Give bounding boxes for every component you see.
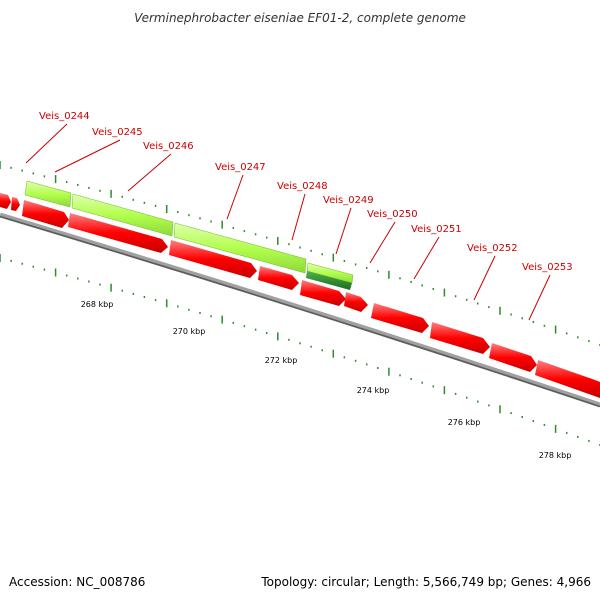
gene-label-veis-0250[interactable]: Veis_0250 [367, 209, 418, 220]
kbp-labels: 268 kbp 270 kbp 272 kbp 274 kbp 276 kbp 278 k… [81, 300, 572, 460]
cds-arrow[interactable] [0, 193, 11, 209]
highlight-gene-0245[interactable] [71, 193, 174, 237]
gene-label-veis-0246[interactable]: Veis_0246 [143, 141, 194, 152]
gene-leader-line [369, 221, 396, 264]
cds-arrow[interactable] [535, 360, 600, 398]
cds-arrow[interactable] [68, 213, 168, 253]
gene-label-veis-0245[interactable]: Veis_0245 [92, 127, 143, 138]
gene-leader-line [335, 207, 352, 255]
gene-leader-line [291, 193, 306, 241]
kbp-label: 272 kbp [265, 356, 298, 365]
kbp-label: 274 kbp [357, 386, 390, 395]
kbp-label: 268 kbp [81, 300, 114, 309]
accession-text: Accession: NC_008786 [9, 575, 145, 589]
lower-tick-row [0, 254, 600, 446]
kbp-label: 276 kbp [448, 418, 481, 427]
cds-arrow[interactable] [371, 303, 429, 333]
gene-leader-line [25, 123, 68, 164]
cds-arrow[interactable] [344, 292, 368, 312]
gene-leader-line [54, 139, 121, 173]
cds-arrow[interactable] [258, 266, 299, 290]
gene-leader-line [413, 236, 440, 280]
gene-label-veis-0252[interactable]: Veis_0252 [467, 243, 518, 254]
cds-arrow[interactable] [169, 240, 257, 278]
backbone [0, 212, 600, 408]
cds-arrow[interactable] [489, 343, 537, 372]
cds-arrow[interactable] [22, 200, 69, 228]
gene-label-veis-0251[interactable]: Veis_0251 [411, 224, 462, 235]
gene-label-veis-0247[interactable]: Veis_0247 [215, 162, 266, 173]
gene-leader-line [127, 153, 172, 192]
cds-arrow[interactable] [11, 197, 20, 211]
gene-leader-line [528, 274, 551, 321]
cds-arrow[interactable] [430, 322, 490, 354]
gene-label-veis-0249[interactable]: Veis_0249 [323, 195, 374, 206]
upper-tick-row [0, 161, 600, 346]
highlight-gene-0249-strand[interactable] [306, 271, 352, 290]
cds-arrow[interactable] [300, 280, 346, 306]
kbp-label: 270 kbp [173, 327, 206, 336]
gene-label-veis-0244[interactable]: Veis_0244 [39, 111, 90, 122]
highlight-gene-0246[interactable] [173, 222, 307, 274]
highlight-gene-0244[interactable] [24, 180, 72, 208]
map-title: Verminephrobacter eiseniae EF01-2, compl… [134, 11, 466, 25]
gene-label-veis-0248[interactable]: Veis_0248 [277, 181, 328, 192]
kbp-label: 278 kbp [539, 451, 572, 460]
gene-label-veis-0253[interactable]: Veis_0253 [522, 262, 573, 273]
genome-summary-text: Topology: circular; Length: 5,566,749 bp… [260, 575, 591, 589]
gene-leader-line [473, 255, 496, 301]
cds-track [0, 193, 600, 398]
highlight-track [24, 180, 354, 290]
gene-leader-line [226, 174, 244, 220]
